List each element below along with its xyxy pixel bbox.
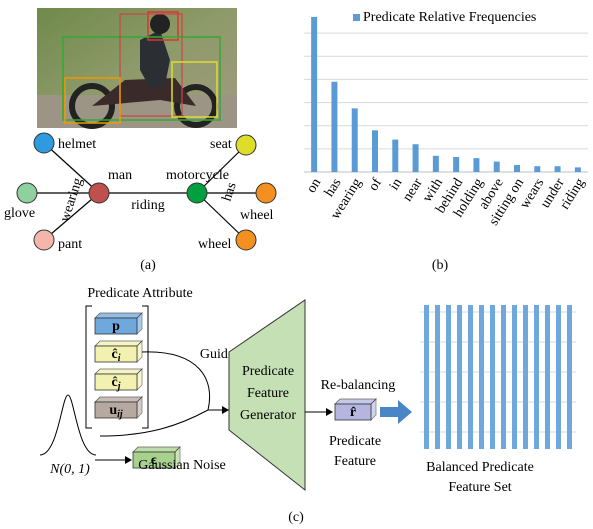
- legend-swatch: [353, 14, 360, 21]
- noise-label: Gaussian Noise: [138, 458, 226, 473]
- arrow-head: [222, 406, 229, 414]
- node-label: pant: [58, 237, 82, 252]
- graph-node: [34, 133, 54, 153]
- bar: [311, 17, 317, 172]
- set-bar: [424, 305, 429, 449]
- bar: [372, 130, 378, 172]
- set-label: Feature Set: [448, 480, 511, 495]
- attribute-block: uij: [95, 397, 142, 420]
- rebalancing-label: Re-balancing: [321, 378, 396, 393]
- bar: [331, 82, 337, 172]
- set-bar: [501, 305, 506, 449]
- set-bar: [545, 305, 550, 449]
- attribute-block: ĉj: [95, 369, 142, 392]
- graph-node: [34, 230, 54, 250]
- set-bar: [490, 305, 495, 449]
- graph-node: [89, 183, 109, 203]
- bar: [534, 166, 540, 172]
- node-label: wheel: [198, 237, 232, 252]
- graph-node: [17, 183, 37, 203]
- set-bar: [479, 305, 484, 449]
- x-tick-label: of: [366, 176, 385, 194]
- bar: [575, 167, 581, 172]
- graph-node: [236, 135, 256, 155]
- bar: [433, 156, 439, 172]
- figure: helmet man glove pant motorcycle seat wheel whe…: [0, 0, 593, 529]
- edge-label: wearing: [58, 176, 86, 224]
- set-bar: [567, 305, 572, 449]
- generator-label: Predicate: [242, 364, 294, 379]
- node-label: glove: [4, 206, 35, 221]
- block-top: [95, 397, 142, 402]
- block-symbol: p: [112, 319, 120, 334]
- block-top: [133, 447, 180, 452]
- node-label: man: [108, 168, 132, 183]
- feature-block: r̂: [335, 399, 376, 420]
- x-tick-label: in: [387, 176, 405, 193]
- feature-label: Predicate: [329, 434, 381, 449]
- set-bar: [457, 305, 462, 449]
- bar: [352, 108, 358, 172]
- bar: [555, 166, 561, 172]
- bar: [514, 165, 520, 172]
- graph-node: [256, 183, 276, 203]
- bar: [494, 162, 500, 172]
- block-symbol-sub: i: [118, 353, 121, 364]
- bar: [413, 144, 419, 172]
- attribute-block: ĉi: [95, 341, 142, 364]
- set-bar: [534, 305, 539, 449]
- block-symbol-main: u: [109, 403, 117, 418]
- node-label: helmet: [58, 137, 96, 152]
- gaussian: [40, 395, 96, 455]
- set-bar: [446, 305, 451, 449]
- node-label: motorcycle: [166, 168, 229, 183]
- set-bar: [556, 305, 561, 449]
- node-label: seat: [210, 137, 232, 152]
- section-title: Predicate Attribute: [87, 286, 192, 301]
- big-arrow: [380, 400, 412, 424]
- attribute-block: p: [95, 313, 142, 334]
- block-top: [95, 369, 142, 374]
- set-bar: [435, 305, 440, 449]
- block-symbol: r̂: [350, 405, 357, 420]
- caption: (a): [140, 258, 156, 273]
- noise-dist: N(0, 1): [49, 462, 90, 477]
- bar: [392, 140, 398, 172]
- caption: (b): [432, 258, 449, 273]
- edge-label: riding: [131, 198, 164, 213]
- caption: (c): [288, 510, 304, 525]
- generator-label: Feature: [247, 386, 289, 401]
- photo: [37, 8, 237, 128]
- set-label: Balanced Predicate: [426, 460, 534, 475]
- arrow-head: [326, 408, 333, 416]
- set-bar: [468, 305, 473, 449]
- node-label: wheel: [240, 208, 274, 223]
- graph-node: [187, 183, 207, 203]
- feature-label: Feature: [334, 454, 376, 469]
- x-tick-label: on: [304, 176, 324, 196]
- set-bar: [523, 305, 528, 449]
- bar: [473, 158, 479, 172]
- graph-node: [236, 230, 256, 250]
- block-top: [95, 313, 142, 318]
- block-symbol-main: p: [112, 319, 120, 334]
- arrow-head: [125, 456, 132, 464]
- generator-label: Generator: [240, 408, 296, 423]
- block-top: [95, 341, 142, 346]
- block-top: [335, 399, 376, 404]
- edge-label: has: [220, 181, 240, 203]
- x-tick-label: near: [400, 176, 426, 205]
- legend-label: Predicate Relative Frequencies: [363, 10, 536, 25]
- bar: [453, 157, 459, 172]
- set-bar: [512, 305, 517, 449]
- block-symbol-sub: ij: [117, 409, 123, 420]
